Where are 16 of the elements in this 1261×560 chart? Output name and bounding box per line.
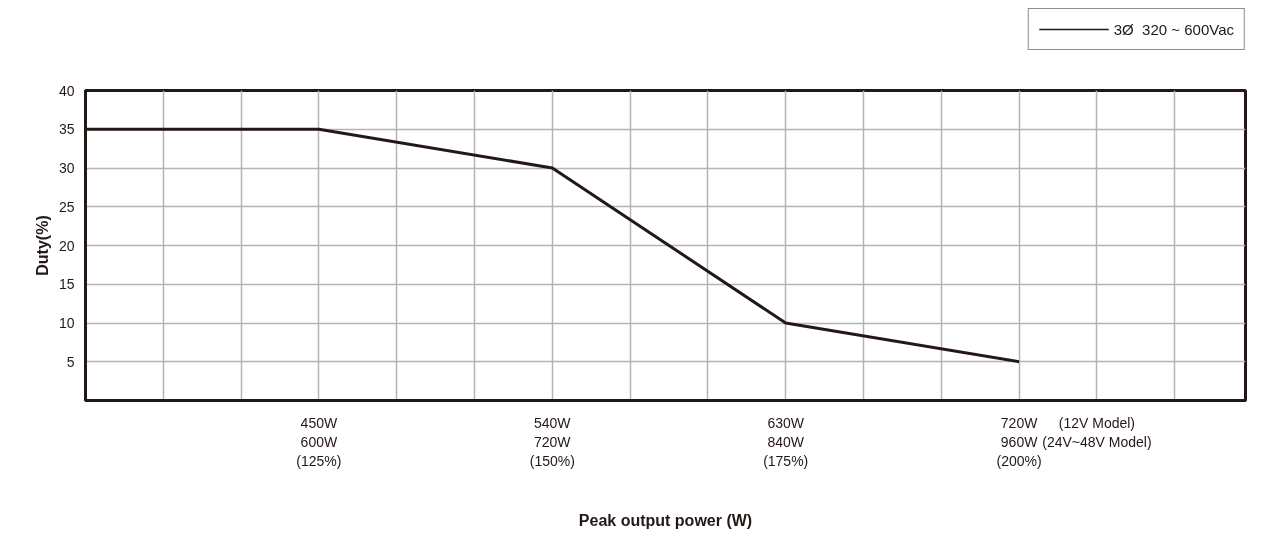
y-tick-label: 15	[58, 276, 75, 293]
x-axis-title: Peak output power (W)	[578, 511, 753, 529]
x-tick-label: 630W 840W (175%)	[763, 414, 809, 469]
y-axis-title: Duty(%)	[33, 215, 51, 276]
y-tick-label: 35	[58, 121, 75, 138]
y-tick-label: 10	[58, 315, 75, 331]
legend-label: 3Ø 320 ~ 600Vac	[1113, 20, 1234, 38]
text: (12V Model) (24V~48V Model)	[1042, 414, 1152, 450]
y-tick-label: 5	[66, 353, 75, 370]
x-tick-label: 720W 960W (200%)	[996, 414, 1042, 469]
y-tick-label: 25	[58, 198, 75, 215]
y-tick-label: 40	[58, 82, 75, 99]
y-tick-label: 20	[58, 237, 75, 254]
x-tick-label: 450W 600W (125%)	[296, 414, 342, 469]
x-tick-label: 540W 720W (150%)	[529, 414, 575, 469]
y-tick-label: 30	[58, 160, 75, 176]
